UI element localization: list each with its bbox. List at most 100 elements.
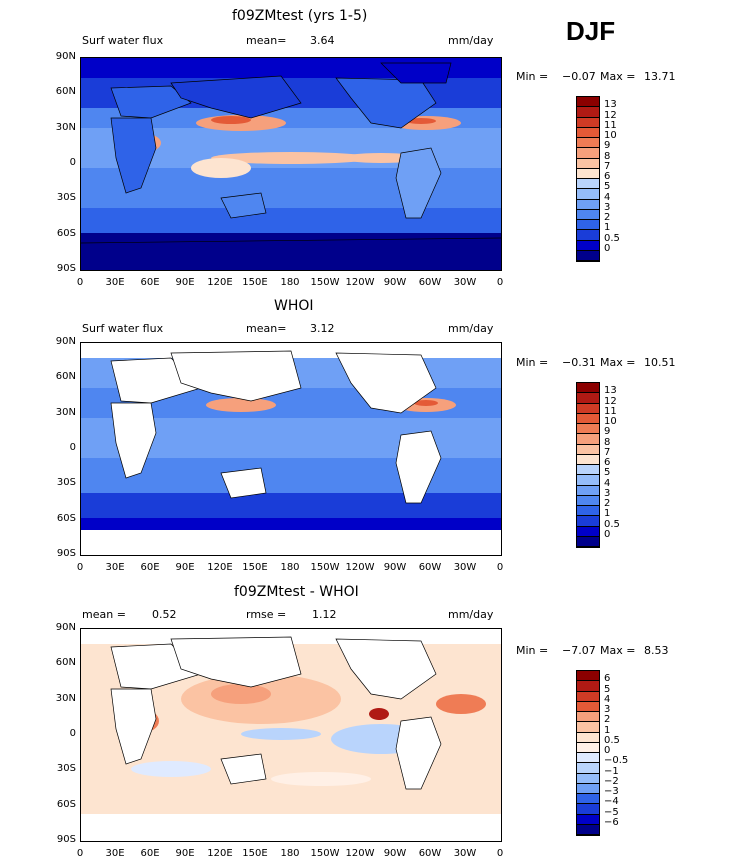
max-value: 10.51 (644, 356, 676, 369)
x-tick-label: 120E (207, 277, 233, 288)
colorbar-swatch (577, 495, 599, 506)
x-tick-label: 150W (310, 562, 340, 573)
colorbar-swatch (577, 506, 599, 517)
colorbar-swatch (577, 199, 599, 210)
colorbar-swatch (577, 230, 599, 241)
colorbar-tick-label: 4 (604, 191, 611, 203)
y-tick-label: 30S (56, 477, 76, 489)
x-tick-label: 30E (105, 277, 125, 288)
colorbar (576, 96, 600, 262)
colorbar-swatch (577, 117, 599, 128)
colorbar-tick-label: 0.5 (604, 518, 620, 530)
x-tick-label: 60W (418, 562, 442, 573)
x-tick-label: 120E (207, 848, 233, 859)
colorbar-tick-label: 10 (604, 416, 617, 427)
mean-value: 3.12 (310, 322, 335, 335)
colorbar-tick-label: 4 (604, 477, 611, 489)
x-tick-label: 90W (383, 277, 407, 288)
colorbar-tick-label: 3 (604, 487, 611, 499)
x-tick-label: 0 (496, 277, 504, 288)
mean-value: 3.64 (310, 34, 335, 47)
colorbar-swatch (577, 475, 599, 486)
units-label: mm/day (448, 322, 494, 335)
map-plot (80, 342, 502, 556)
colorbar-swatch (577, 383, 599, 394)
colorbar-tick-label: 6 (604, 673, 611, 685)
x-tick-label: 60E (140, 848, 160, 859)
colorbar-tick-label: 11 (604, 119, 617, 131)
min-label: Min = (516, 644, 549, 657)
colorbar-swatch (577, 824, 599, 835)
x-tick-label: 0 (496, 562, 504, 573)
x-tick-label: 30W (453, 277, 477, 288)
min-label: Min = (516, 356, 549, 369)
y-tick-label: 90S (56, 548, 76, 559)
colorbar-swatch (577, 454, 599, 465)
colorbar-swatch (577, 712, 599, 723)
colorbar-tick-label: 0 (604, 242, 611, 254)
map-plot (80, 57, 502, 271)
colorbar-tick-label: 0 (604, 745, 611, 756)
colorbar-tick-label: 0.5 (604, 734, 620, 746)
variable-label: Surf water flux (82, 34, 164, 47)
colorbar-tick-label: 13 (604, 99, 617, 111)
colorbar-swatch (577, 722, 599, 733)
colorbar-tick-label: 3 (604, 704, 611, 715)
x-tick-label: 90W (383, 562, 407, 573)
x-tick-label: 150E (242, 848, 268, 859)
colorbar-tick-label: 5 (604, 467, 611, 479)
colorbar-swatch (577, 424, 599, 435)
mean-value: 0.52 (152, 608, 177, 621)
y-tick-label: 60N (55, 86, 76, 98)
x-tick-label: 90E (175, 848, 195, 859)
colorbar-swatch (577, 794, 599, 805)
y-tick-label: 90N (55, 622, 76, 633)
season-label: DJF (566, 16, 616, 46)
colorbar-tick-label: −4 (604, 796, 619, 808)
colorbar-swatch (577, 753, 599, 764)
colorbar-swatch (577, 536, 599, 547)
colorbar-swatch (577, 526, 599, 537)
x-tick-label: 180 (280, 848, 300, 859)
map-field (81, 343, 501, 555)
colorbar-swatch (577, 773, 599, 784)
max-value: 8.53 (644, 644, 669, 657)
mean-label: mean= (246, 34, 287, 47)
units-label: mm/day (448, 608, 494, 621)
x-tick-label: 120W (345, 848, 375, 859)
colorbar-swatch (577, 681, 599, 692)
colorbar-swatch (577, 220, 599, 231)
colorbar-swatch (577, 516, 599, 527)
rmse-label: rmse = (246, 608, 287, 621)
colorbar-tick-label: 1 (604, 508, 611, 520)
min-value: −0.31 (562, 356, 596, 369)
map-field (81, 629, 501, 841)
x-tick-label: 120E (207, 562, 233, 573)
colorbar-swatch (577, 783, 599, 794)
colorbar-swatch (577, 403, 599, 414)
rmse-value: 1.12 (312, 608, 337, 621)
colorbar-tick-label: 13 (604, 385, 617, 397)
x-tick-label: 120W (345, 277, 375, 288)
colorbar-swatch (577, 138, 599, 149)
colorbar-swatch (577, 465, 599, 476)
variable-label: Surf water flux (82, 322, 164, 335)
colorbar-swatch (577, 393, 599, 404)
min-value: −0.07 (562, 70, 596, 83)
x-tick-label: 150W (310, 277, 340, 288)
x-tick-label: 0 (76, 277, 84, 288)
colorbar-swatch (577, 485, 599, 496)
colorbar-tick-label: 9 (604, 426, 611, 438)
colorbar-tick-label: −3 (604, 786, 619, 797)
y-tick-label: 30N (55, 406, 76, 418)
y-tick-label: 60S (56, 227, 76, 239)
colorbar-swatch (577, 413, 599, 424)
x-tick-label: 60E (140, 562, 160, 573)
colorbar-swatch (577, 127, 599, 138)
max-label: Max = (600, 356, 636, 369)
colorbar-swatch (577, 444, 599, 455)
y-tick-label: 30S (56, 763, 76, 775)
x-tick-label: 120W (345, 562, 375, 573)
colorbar-swatch (577, 701, 599, 712)
x-tick-label: 90E (175, 277, 195, 288)
